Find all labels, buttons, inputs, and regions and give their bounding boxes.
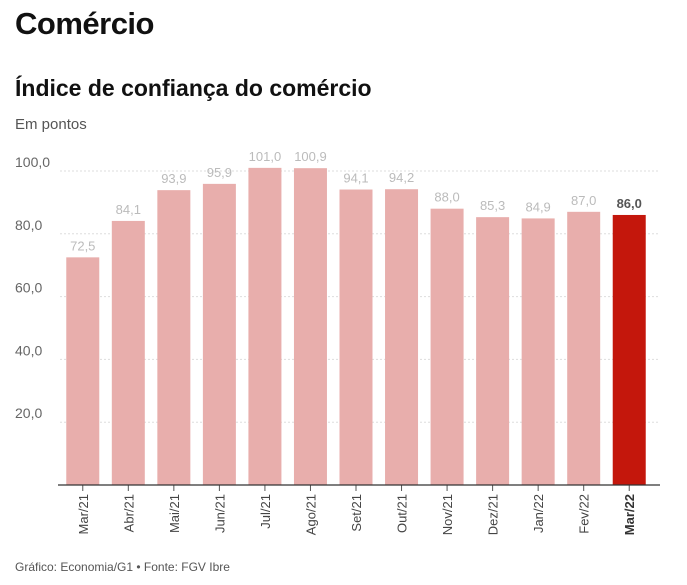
bar: [202, 183, 236, 485]
y-tick-label: 60,0: [15, 280, 42, 296]
x-tick-label: Dez/21: [486, 494, 501, 535]
chart-title: Índice de confiança do comércio: [15, 75, 372, 101]
value-label: 84,9: [525, 199, 550, 214]
x-tick-label: Fev/22: [577, 494, 592, 534]
bar: [66, 257, 100, 485]
value-label: 72,5: [70, 238, 95, 253]
x-tick-label: Mai/21: [167, 494, 182, 533]
value-label: 87,0: [571, 193, 596, 208]
bar: [476, 217, 510, 485]
bar: [430, 208, 464, 485]
x-tick-label: Mar/21: [76, 494, 91, 534]
value-label: 95,9: [207, 165, 232, 180]
value-label: 94,1: [343, 171, 368, 186]
x-tick-label: Abr/21: [121, 494, 136, 532]
section-title: Comércio: [15, 6, 154, 41]
value-label: 94,2: [389, 170, 414, 185]
x-tick-label: Ago/21: [303, 494, 318, 535]
x-tick-label: Nov/21: [440, 494, 455, 535]
bar: [293, 168, 327, 485]
bar: [612, 214, 646, 485]
x-tick-label: Jan/22: [531, 494, 546, 533]
value-label: 93,9: [161, 171, 186, 186]
x-tick-label: Jun/21: [212, 494, 227, 533]
unit-label: Em pontos: [15, 116, 87, 133]
value-label: 86,0: [617, 196, 642, 211]
value-label: 88,0: [434, 190, 459, 205]
value-label: 84,1: [116, 202, 141, 217]
bar: [111, 220, 145, 485]
x-tick-label: Out/21: [395, 494, 410, 533]
x-tick-label: Mar/22: [622, 494, 637, 535]
x-tick-label: Set/21: [349, 494, 364, 532]
bar: [385, 189, 419, 485]
y-tick-label: 20,0: [15, 405, 42, 421]
bar: [567, 211, 601, 485]
y-tick-label: 40,0: [15, 342, 42, 358]
bar: [157, 190, 191, 486]
value-label: 101,0: [249, 149, 282, 164]
source-note: Gráfico: Economia/G1 • Fonte: FGV Ibre: [15, 560, 230, 574]
value-label: 85,3: [480, 198, 505, 213]
value-label: 100,9: [294, 149, 327, 164]
bar: [248, 167, 282, 486]
y-tick-label: 80,0: [15, 217, 42, 233]
y-tick-label: 100,0: [15, 154, 50, 170]
bar: [339, 189, 373, 485]
bar: [521, 218, 555, 485]
x-tick-label: Jul/21: [258, 494, 273, 529]
